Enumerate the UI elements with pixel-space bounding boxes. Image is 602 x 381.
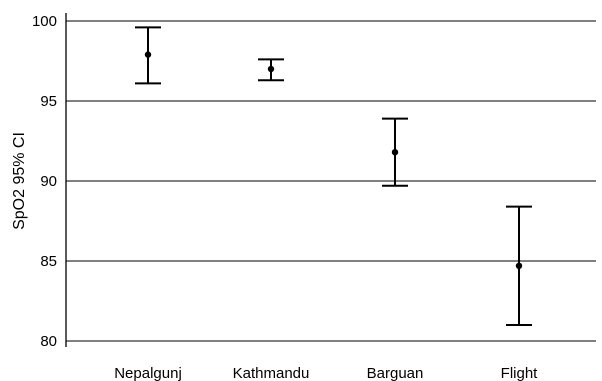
- y-tick-labels: 80 85 90 95 100: [32, 13, 57, 350]
- x-tick-label: Nepalgunj: [114, 365, 182, 381]
- y-tick-label: 85: [40, 253, 57, 270]
- errorbar-barguan: [382, 117, 408, 187]
- mean-point: [144, 51, 152, 58]
- x-tick-label: Barguan: [367, 365, 424, 381]
- y-tick-label: 100: [32, 13, 57, 30]
- mean-point: [391, 149, 399, 156]
- y-tick-label: 80: [40, 333, 57, 350]
- errorbar-series: [135, 26, 532, 326]
- x-tick-labels: Nepalgunj Kathmandu Barguan Flight: [114, 365, 538, 381]
- mean-point: [515, 262, 523, 269]
- mean-point: [267, 65, 275, 73]
- x-tick-label: Flight: [501, 365, 539, 381]
- x-tick-label: Kathmandu: [233, 365, 310, 381]
- y-tick-label: 90: [40, 173, 57, 190]
- errorbar-kathmandu: [258, 58, 284, 82]
- y-axis-title: SpO2 95% CI: [11, 132, 28, 230]
- grid-layer: [66, 20, 596, 342]
- y-tick-label: 95: [40, 93, 57, 110]
- errorbar-flight: [506, 205, 532, 326]
- errorbar-nepalgunj: [135, 26, 161, 85]
